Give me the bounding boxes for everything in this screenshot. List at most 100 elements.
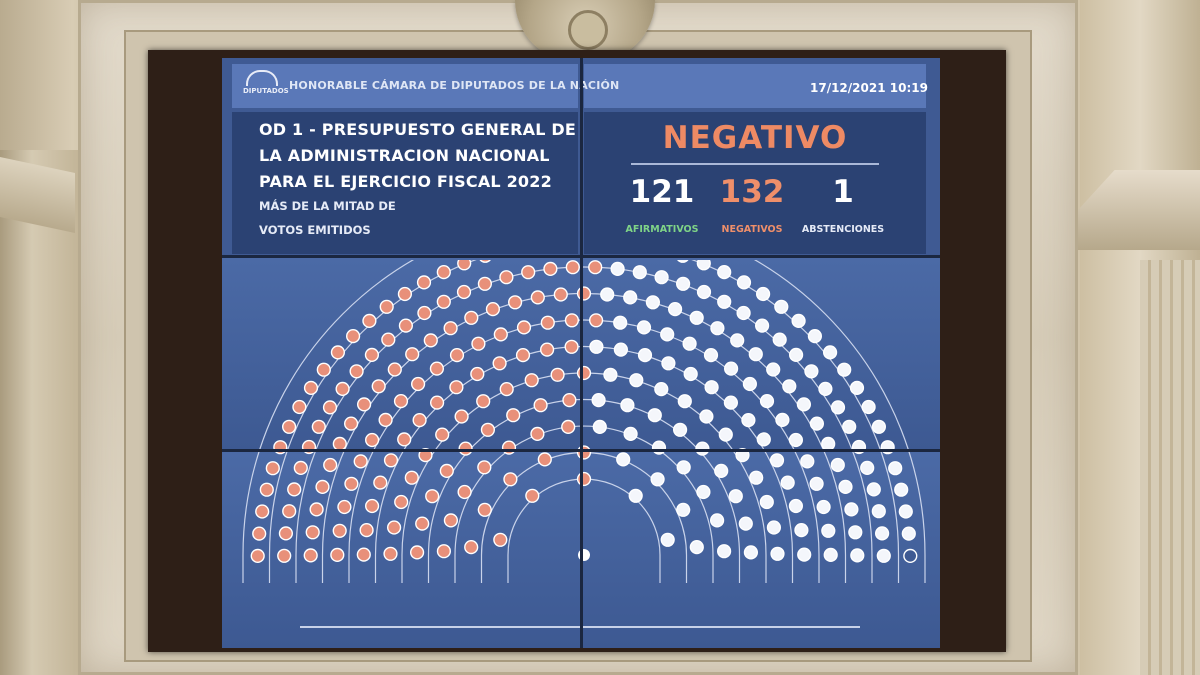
negative-seat [449,380,464,395]
affirmative-count: 121 [629,174,695,210]
affirmative-seat [816,499,831,515]
negative-seat [309,502,324,517]
negative-seat [562,393,577,408]
affirmative-seat [782,379,797,394]
seating-hemicycle [242,260,926,583]
affirmative-seat [696,484,711,500]
negative-seat [521,265,536,280]
affirmative-seat [723,395,739,410]
negative-seat [332,523,347,538]
affirmative-seat [717,294,732,309]
negative-seat [477,502,492,517]
negative-seat [508,295,523,310]
affirmative-seat [748,347,763,362]
negative-seat [443,513,459,528]
vote-result: NEGATIVO [662,120,848,156]
affirmative-seat [699,409,714,424]
affirmative-seat [769,453,785,468]
negative-seat [423,333,438,348]
affirmative-seat [673,422,688,437]
affirmative-seat [766,362,781,377]
majority-rule-line: VOTOS EMITIDOS [259,223,371,237]
affirmative-seat [677,260,689,263]
negative-seat [439,463,454,479]
affirmative-seat [766,520,782,535]
negative-seat [303,548,318,563]
affirmative-seat [759,394,775,409]
affirmative-seat [661,356,676,371]
negative-seat [365,498,380,514]
affirmative-seat [613,315,628,330]
negative-seat [281,419,297,434]
affirmative-seat [794,523,809,538]
affirmative-seat [717,544,732,559]
negative-seat [322,400,338,415]
header-bar [232,64,578,108]
negative-seat [485,301,501,317]
negative-seat [417,305,432,321]
seat-row-arc [348,319,820,583]
negative-seat [457,260,472,271]
affirmative-seat [623,290,638,305]
affirmative-seat [800,454,815,469]
negative-seat [383,546,398,561]
affirmative-seat [796,397,812,412]
negative-seat [337,499,352,515]
affirmative-seat [849,380,865,396]
vote-title-line: OD 1 - PRESUPUESTO GENERAL DE [259,120,576,139]
negative-seat [493,327,508,342]
negative-seat [344,416,359,431]
affirmative-seat [754,318,770,333]
affirmative-seat [676,460,691,475]
negative-seat [499,382,514,397]
affirmative-seat [689,540,704,555]
affirmative-seat [871,419,887,434]
negative-seat [365,432,380,448]
negative-seat [364,347,380,363]
diputados-logo: DIPUTADOS [243,70,289,100]
negative-seat [371,379,386,394]
negative-seat [287,482,302,497]
negative-seat [503,472,518,487]
affirmative-seat [809,476,824,491]
affirmative-seat [830,457,845,473]
negative-seat [381,332,396,347]
negative-seat [425,489,440,504]
negative-seat [493,532,508,547]
negative-seat [353,454,368,469]
affirmative-seat [603,367,618,382]
affirmative-seat [650,472,665,487]
affirmative-seat [807,328,823,344]
affirmative-seat [682,336,697,351]
affirmative-seat [780,475,795,490]
affirmative-seat [772,332,787,347]
negative-seat [250,548,265,564]
affirmative-seat [874,526,890,541]
affirmative-seat [616,452,631,467]
header-bar-right [584,64,926,108]
negative-seat [323,457,338,473]
negative-seat [292,399,307,415]
affirmative-seat [724,361,739,376]
affirmative-seat [788,432,804,448]
affirmative-seat [668,301,683,317]
negative-seat [383,453,399,468]
vote-title-line: PARA EL EJERCICIO FISCAL 2022 [259,172,552,191]
negative-seat [330,547,345,563]
affirmative-seat [774,299,789,314]
negative-seat [588,260,603,275]
negative-seat [589,313,604,328]
negative-seat [252,526,267,541]
affirmative-seat [838,479,853,495]
affirmative-seat [736,305,751,321]
affirmative-seat [749,470,764,485]
negative-seat [537,452,552,467]
affirmative-seat [660,327,675,342]
negative-seat [457,484,472,500]
negative-seat [540,315,555,330]
negative-seat [398,318,414,333]
affirmative-seat [677,394,692,409]
affirmative-seat [589,339,604,354]
negative-seat [265,461,280,476]
negative-seat [456,284,472,300]
